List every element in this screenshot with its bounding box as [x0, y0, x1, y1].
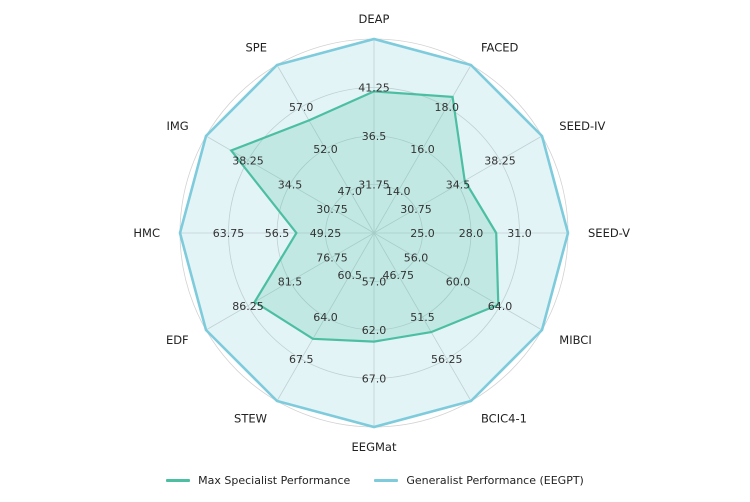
tick-label-3-2: 31.0 — [507, 227, 532, 240]
tick-label-4-2: 64.0 — [488, 300, 513, 313]
tick-label-4-1: 60.0 — [446, 276, 471, 289]
tick-label-1-1: 16.0 — [410, 143, 435, 156]
tick-label-6-1: 62.0 — [362, 324, 387, 337]
axis-label-mibci: MIBCI — [559, 333, 591, 347]
radar-series — [178, 37, 570, 429]
legend: Max Specialist Performance Generalist Pe… — [0, 474, 750, 487]
tick-label-9-2: 63.75 — [213, 227, 245, 240]
tick-label-2-0: 30.75 — [400, 203, 432, 216]
tick-label-7-2: 67.5 — [289, 353, 314, 366]
tick-label-8-0: 76.75 — [316, 251, 348, 264]
tick-label-3-0: 25.0 — [410, 227, 435, 240]
tick-label-5-0: 46.75 — [383, 269, 415, 282]
tick-label-0-1: 36.5 — [362, 130, 387, 143]
tick-label-10-1: 34.5 — [278, 179, 303, 192]
axis-labels: DEAP FACED SEED-IV SEED-V MIBCI BCIC4-1 EEGMat… — [133, 12, 630, 454]
spoke-8 — [205, 232, 375, 331]
spoke-5 — [373, 232, 472, 402]
spoke-4 — [373, 232, 543, 331]
legend-label-specialist: Max Specialist Performance — [198, 474, 351, 487]
axis-label-stew: STEW — [234, 411, 267, 425]
spoke-11 — [276, 64, 375, 234]
axis-label-spe: SPE — [245, 41, 267, 55]
tick-label-8-1: 81.5 — [278, 276, 303, 289]
tick-label-8-2: 86.25 — [232, 300, 264, 313]
axis-label-faced: FACED — [481, 41, 519, 55]
tick-label-11-0: 47.0 — [338, 185, 363, 198]
tick-label-10-0: 30.75 — [316, 203, 348, 216]
tick-label-9-1: 56.5 — [265, 227, 290, 240]
tick-label-2-1: 34.5 — [446, 179, 471, 192]
tick-label-9-0: 49.25 — [310, 227, 342, 240]
tick-label-5-1: 51.5 — [410, 311, 435, 324]
axis-label-deap: DEAP — [359, 12, 390, 26]
tick-label-1-2: 18.0 — [435, 101, 460, 114]
tick-label-6-0: 57.0 — [362, 276, 387, 289]
tick-label-4-0: 56.0 — [404, 251, 429, 264]
spoke-2 — [373, 135, 543, 234]
spoke-7 — [276, 232, 375, 402]
tick-label-11-2: 57.0 — [289, 101, 314, 114]
axis-label-edf: EDF — [166, 333, 189, 347]
tick-label-3-1: 28.0 — [459, 227, 484, 240]
legend-item-generalist: Generalist Performance (EEGPT) — [374, 474, 584, 487]
axis-label-img: IMG — [166, 119, 188, 133]
tick-label-11-1: 52.0 — [313, 143, 338, 156]
series-generalist-polygon — [178, 37, 570, 429]
spoke-1 — [373, 64, 472, 234]
tick-label-0-0: 31.75 — [358, 179, 390, 192]
legend-item-specialist: Max Specialist Performance — [166, 474, 350, 487]
axis-label-hmc: HMC — [133, 226, 160, 240]
legend-swatch-generalist — [374, 479, 399, 482]
tick-label-6-2: 67.0 — [362, 373, 387, 386]
tick-label-0-2: 41.25 — [358, 82, 390, 95]
tick-label-2-2: 38.25 — [484, 154, 516, 167]
tick-label-1-0: 14.0 — [386, 185, 411, 198]
legend-label-generalist: Generalist Performance (EEGPT) — [406, 474, 584, 487]
axis-label-seed-iv: SEED-IV — [559, 119, 605, 133]
tick-label-5-2: 56.25 — [431, 353, 463, 366]
spoke-10 — [205, 135, 375, 234]
tick-labels: 31.75 36.5 41.25 14.0 16.0 18.0 30.75 34.5 38.25… — [213, 82, 532, 386]
tick-label-10-2: 38.25 — [232, 154, 264, 167]
axis-label-bcic4-1: BCIC4-1 — [481, 411, 527, 425]
tick-label-7-1: 64.0 — [313, 311, 338, 324]
series-specialist-polygon — [229, 90, 500, 343]
radar-chart: 31.75 36.5 41.25 14.0 16.0 18.0 30.75 34.5 38.25… — [133, 12, 630, 454]
axis-label-seed-v: SEED-V — [588, 226, 630, 240]
axis-label-eegmat: EEGMat — [352, 440, 397, 454]
legend-swatch-specialist — [166, 479, 191, 482]
tick-label-7-0: 60.5 — [338, 269, 363, 282]
